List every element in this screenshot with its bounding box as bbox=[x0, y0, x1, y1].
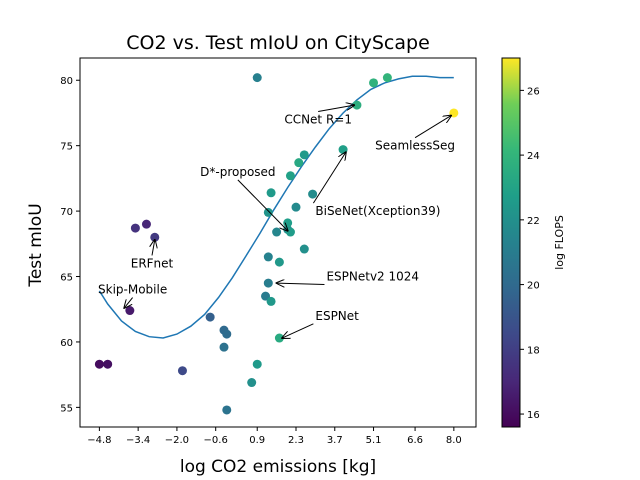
annotation-arrow bbox=[312, 152, 345, 204]
scatter-point bbox=[94, 359, 104, 369]
scatter-point bbox=[222, 329, 232, 339]
x-tick-label: 6.6 bbox=[407, 435, 423, 446]
x-axis-label: log CO2 emissions [kg] bbox=[180, 457, 376, 477]
x-tick-label: −4.8 bbox=[87, 435, 111, 446]
annotation-label: D*-proposed bbox=[200, 165, 275, 179]
scatter-point bbox=[369, 78, 379, 88]
annotation-label: Skip-Mobile bbox=[98, 283, 167, 297]
y-axis-label: Test mIoU bbox=[26, 203, 46, 287]
x-tick-label: 5.1 bbox=[366, 435, 382, 446]
colorbar-label: log FLOPS bbox=[553, 215, 566, 270]
x-tick-label: 0.9 bbox=[249, 435, 265, 446]
y-tick-label: 65 bbox=[60, 273, 73, 284]
colorbar-tick-label: 18 bbox=[527, 345, 540, 356]
colorbar-gradient bbox=[501, 57, 521, 428]
scatter-point bbox=[263, 252, 273, 262]
axes-frame bbox=[79, 57, 477, 428]
x-tick-label: −2.0 bbox=[165, 435, 189, 446]
annotation-arrow bbox=[282, 323, 314, 338]
annotation-label: ESPNetv2 1024 bbox=[326, 270, 419, 284]
x-tick-label: 3.7 bbox=[327, 435, 343, 446]
annotation-arrow bbox=[152, 240, 155, 256]
scatter-point bbox=[125, 306, 135, 316]
scatter-point bbox=[252, 359, 262, 369]
scatter-point bbox=[299, 150, 309, 160]
annotation-arrow bbox=[277, 283, 325, 284]
scatter-point bbox=[338, 145, 348, 155]
scatter-point bbox=[252, 73, 262, 83]
scatter-point bbox=[177, 366, 187, 376]
scatter-point bbox=[266, 188, 276, 198]
y-tick-label: 55 bbox=[60, 403, 73, 414]
scatter-point bbox=[219, 342, 229, 352]
scatter-point bbox=[222, 405, 232, 415]
colorbar-tick-label: 26 bbox=[527, 86, 540, 97]
scatter-point bbox=[263, 207, 273, 217]
x-tick-label: 2.3 bbox=[288, 435, 304, 446]
annotation-label: ERFnet bbox=[131, 256, 174, 270]
scatter-point bbox=[299, 244, 309, 254]
scatter-point bbox=[294, 158, 304, 168]
plot-area: −4.8 −3.4 −2.0 −0.6 0.9 2.3 3.7 5.1 6.6 8.0 55 60 65… bbox=[60, 57, 477, 446]
annotation-arrow bbox=[414, 116, 451, 139]
scatter-point bbox=[274, 257, 284, 267]
annotation-arrow bbox=[124, 297, 134, 308]
scatter-point bbox=[285, 227, 295, 237]
colorbar-tick-label: 16 bbox=[527, 410, 540, 421]
scatter-point bbox=[103, 359, 113, 369]
scatter-point bbox=[308, 189, 318, 199]
y-tick-label: 80 bbox=[60, 76, 73, 87]
scatter-point bbox=[266, 296, 276, 306]
scatter-point bbox=[272, 227, 282, 237]
colorbar-tick-label: 22 bbox=[527, 216, 540, 227]
scatter-point bbox=[382, 73, 392, 83]
chart-title: CO2 vs. Test mIoU on CityScape bbox=[126, 32, 430, 54]
scatter-point bbox=[205, 312, 215, 322]
annotation-label: ESPNet bbox=[315, 309, 359, 323]
annotation-label: SeamlessSeg bbox=[375, 139, 455, 153]
colorbar-tick-label: 20 bbox=[527, 281, 540, 292]
x-tick-label: −3.4 bbox=[126, 435, 150, 446]
scatter-point bbox=[141, 219, 151, 229]
scatter-point bbox=[263, 278, 273, 288]
annotation-label: CCNet R=1 bbox=[284, 113, 352, 127]
x-tick-label: 8.0 bbox=[446, 435, 462, 446]
x-tick-label: −0.6 bbox=[204, 435, 228, 446]
annotation-label: BiSeNet(Xception39) bbox=[315, 204, 440, 218]
scatter-point bbox=[130, 223, 140, 233]
colorbar: 16 18 20 22 24 26 log FLOPS bbox=[501, 57, 566, 428]
annotation-arrow bbox=[318, 105, 354, 112]
colorbar-tick-label: 24 bbox=[527, 151, 540, 162]
scatter-point bbox=[285, 171, 295, 181]
scatter-point bbox=[291, 202, 301, 212]
scatter-point bbox=[283, 218, 293, 228]
scatter-point bbox=[247, 378, 257, 388]
annotation-arrow bbox=[237, 179, 288, 231]
y-tick-label: 70 bbox=[60, 207, 73, 218]
y-tick-label: 60 bbox=[60, 338, 73, 349]
fit-curve bbox=[98, 75, 454, 339]
y-tick-label: 75 bbox=[60, 142, 73, 153]
